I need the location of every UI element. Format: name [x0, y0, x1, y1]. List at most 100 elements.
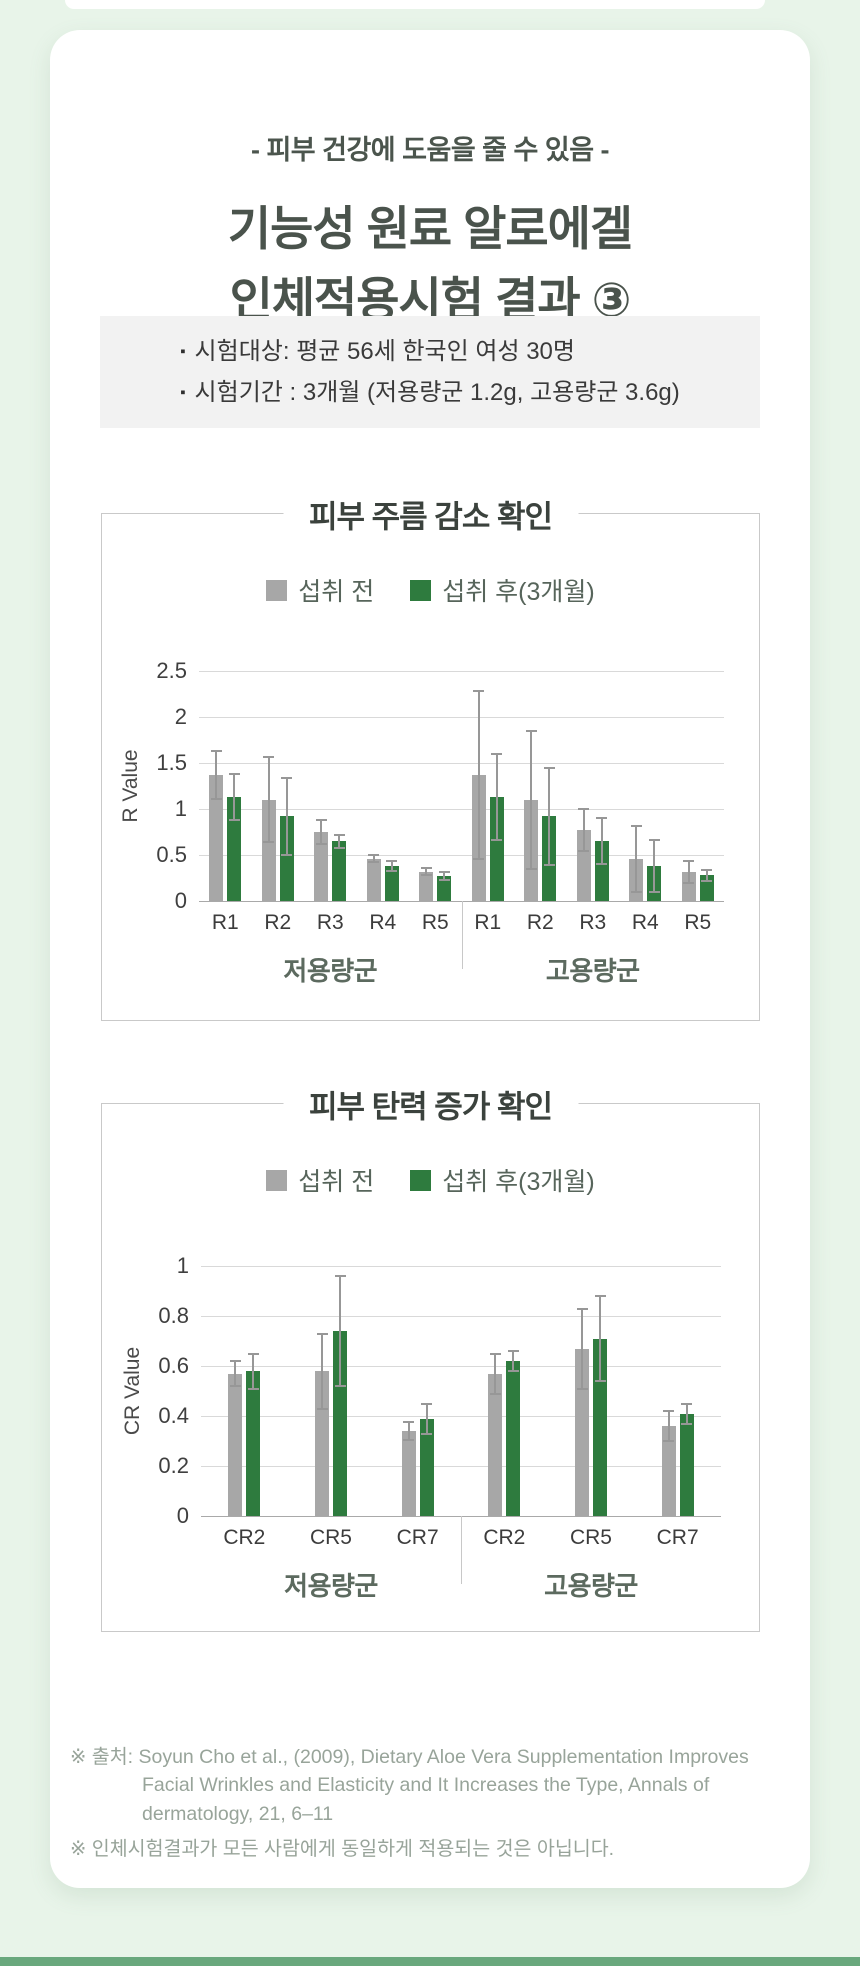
- group-label: 고용량군: [545, 956, 640, 986]
- gridline: [199, 671, 724, 672]
- elasticity-chart-section: 피부 탄력 증가 확인 섭취 전 섭취 후(3개월) CR Value 0 0.2…: [101, 1081, 760, 1632]
- error-bar-cap: [648, 890, 660, 893]
- error-bar-cap: [368, 861, 380, 864]
- gridline: [199, 809, 724, 810]
- y-axis-tick: 0.5: [156, 842, 187, 867]
- bullet-icon: ▪: [180, 384, 186, 401]
- gridline: [201, 1316, 721, 1317]
- error-bar-cap: [420, 874, 432, 877]
- bar: [227, 797, 242, 901]
- error-bar-cap: [263, 756, 275, 759]
- error-bar: [530, 730, 533, 869]
- error-bar: [215, 751, 218, 799]
- error-bar: [685, 1403, 688, 1424]
- error-bar: [267, 757, 270, 843]
- gridline: [201, 1466, 721, 1467]
- error-bar-cap: [386, 860, 398, 863]
- bar: [661, 1426, 676, 1516]
- bar: [279, 816, 294, 901]
- y-axis-tick: 0: [174, 888, 187, 913]
- legend-label-before: 섭취 전: [298, 578, 375, 606]
- wrinkle-chart-section: 피부 주름 감소 확인 섭취 전 섭취 후(3개월) R Value 0 0.5 1…: [101, 491, 760, 1021]
- footer-notes: ※ 출처: Soyun Cho et al., (2009), Dietary …: [70, 1743, 792, 1863]
- gridline: [199, 717, 724, 718]
- error-bar-cap: [683, 881, 695, 884]
- error-bar-cap: [576, 1387, 588, 1390]
- error-bar: [477, 691, 480, 859]
- error-bar-cap: [316, 1407, 328, 1410]
- source-citation: ※ 출처: Soyun Cho et al., (2009), Dietary …: [70, 1746, 749, 1825]
- error-bar: [687, 860, 690, 883]
- bar: [488, 1373, 503, 1516]
- error-bar: [234, 1361, 237, 1386]
- bar: [593, 1338, 607, 1516]
- error-bar-cap: [421, 1432, 433, 1435]
- error-bar: [582, 809, 585, 852]
- error-bar: [600, 818, 603, 865]
- error-bar-cap: [681, 1402, 693, 1405]
- error-bar-cap: [210, 797, 222, 800]
- error-bar: [407, 1422, 410, 1440]
- error-bar-cap: [578, 808, 590, 810]
- bar: [594, 841, 609, 901]
- error-bar: [495, 753, 498, 841]
- error-bar: [548, 767, 551, 866]
- x-axis-label: R4: [631, 911, 659, 934]
- bar: [314, 832, 329, 901]
- error-bar-cap: [420, 866, 432, 869]
- error-bar-cap: [438, 871, 450, 874]
- error-bar-cap: [525, 729, 537, 732]
- legend-item-after: 섭취 후(3개월): [410, 572, 595, 608]
- group-label: 저용량군: [283, 956, 378, 986]
- error-bar-cap: [403, 1438, 415, 1441]
- error-bar-cap: [491, 839, 503, 842]
- error-bar-cap: [596, 863, 608, 866]
- trial-period-line: ▪ 시험기간 : 3개월 (저용량군 1.2g, 고용량군 3.6g): [180, 372, 680, 413]
- error-bar-cap: [281, 776, 293, 779]
- page-title: 기능성 원료 알로에겔 인체적용시험 결과 ③: [50, 194, 810, 335]
- chart-title: 피부 주름 감소 확인: [283, 491, 578, 537]
- header-subtitle: - 피부 건강에 도움을 줄 수 있음 -: [250, 135, 610, 165]
- y-axis-tick: 0: [176, 1503, 189, 1528]
- error-bar: [425, 1403, 428, 1434]
- group-label: 저용량군: [284, 1571, 378, 1601]
- x-axis-label: CR5: [309, 1526, 352, 1549]
- chart-legend: 섭취 전 섭취 후(3개월): [102, 1162, 759, 1198]
- y-axis-tick: 0.8: [158, 1303, 189, 1328]
- error-bar-cap: [630, 824, 642, 827]
- bottom-accent-bar: [0, 1957, 860, 1966]
- chart-legend: 섭취 전 섭취 후(3개월): [102, 572, 759, 608]
- error-bar-cap: [489, 1352, 501, 1355]
- error-bar: [667, 1411, 670, 1441]
- error-bar-cap: [263, 841, 275, 844]
- error-bar-cap: [489, 1392, 501, 1395]
- bar: [209, 774, 224, 901]
- y-axis-tick: 0.2: [158, 1453, 189, 1478]
- plot-area: CR Value 0 0.2 0.4 0.6 0.8 1 CR2 CR5 CR7 CR2 CR5 CR…: [121, 1253, 721, 1601]
- bar: [437, 876, 452, 901]
- error-bar: [390, 861, 393, 871]
- bar: [401, 1431, 416, 1516]
- x-axis-label: R1: [474, 911, 502, 934]
- error-bar-cap: [543, 766, 555, 769]
- y-axis-tick: 0.6: [158, 1353, 189, 1378]
- group-separator: [461, 1516, 462, 1584]
- error-bar-cap: [594, 1295, 606, 1297]
- bar: [261, 799, 276, 901]
- chart-title: 피부 탄력 증가 확인: [283, 1081, 578, 1127]
- x-axis-label: R3: [579, 911, 607, 934]
- legend-label-after: 섭취 후(3개월): [442, 578, 595, 606]
- legend-swatch-before: [266, 579, 288, 601]
- error-bar: [494, 1353, 497, 1394]
- legend-label-before: 섭취 전: [298, 1168, 375, 1196]
- y-axis-tick: 0.4: [158, 1403, 189, 1428]
- error-bar-cap: [648, 839, 660, 842]
- y-axis-tick: 2.5: [156, 658, 187, 683]
- x-axis-label: R2: [526, 911, 554, 934]
- error-bar-cap: [403, 1421, 415, 1424]
- error-bar: [285, 777, 288, 855]
- error-bar: [599, 1296, 601, 1381]
- plot-area: R Value 0 0.5 1 1.5 2 2.5 R1 R2 R3 R4 R5 R1 R2 R3 R4 R5…: [119, 658, 724, 986]
- error-bar: [252, 1353, 255, 1389]
- error-bar-cap: [525, 867, 537, 870]
